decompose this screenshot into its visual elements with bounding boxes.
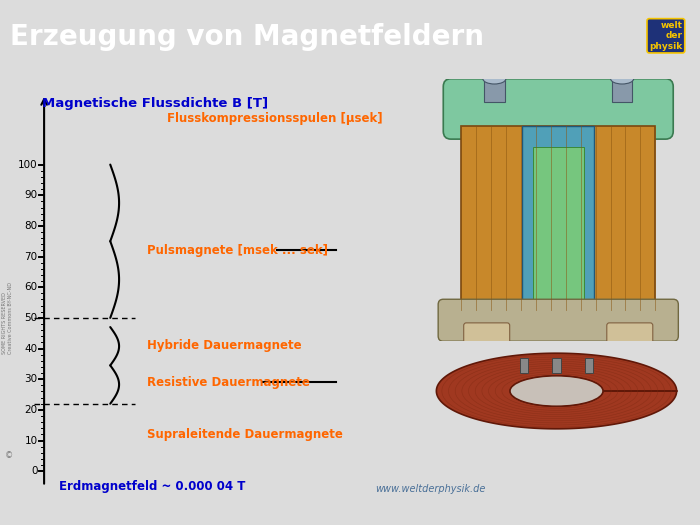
Text: 80: 80 (25, 221, 38, 231)
Text: 0: 0 (32, 466, 38, 476)
Bar (519, 358, 528, 373)
Text: 70: 70 (25, 251, 38, 261)
Bar (585, 358, 594, 373)
Text: Resistive Dauermagnete: Resistive Dauermagnete (147, 376, 310, 388)
Text: 50: 50 (25, 313, 38, 323)
Text: SOME RIGHTS RESERVED
Creative Commons BY-NC-ND: SOME RIGHTS RESERVED Creative Commons BY… (2, 282, 13, 354)
Text: 20: 20 (25, 405, 38, 415)
Text: 40: 40 (25, 343, 38, 353)
Text: 30: 30 (25, 374, 38, 384)
Text: 10: 10 (25, 436, 38, 446)
Ellipse shape (483, 74, 506, 84)
Ellipse shape (510, 376, 603, 406)
Text: welt
der
physik: welt der physik (650, 21, 682, 51)
Text: ©: © (5, 452, 13, 460)
Text: 100: 100 (18, 160, 38, 170)
FancyBboxPatch shape (463, 323, 510, 344)
Text: 60: 60 (25, 282, 38, 292)
Bar (612, 79, 632, 102)
Text: Magnetische Flussdichte B [T]: Magnetische Flussdichte B [T] (41, 97, 268, 110)
Text: Erdmagnetfeld ~ 0.000 04 T: Erdmagnetfeld ~ 0.000 04 T (59, 480, 245, 493)
FancyBboxPatch shape (443, 79, 673, 139)
Text: www.weltderphysik.de: www.weltderphysik.de (374, 484, 485, 494)
Ellipse shape (610, 74, 634, 84)
Ellipse shape (442, 393, 671, 402)
Bar (533, 147, 584, 310)
Text: 90: 90 (25, 190, 38, 200)
Polygon shape (436, 353, 677, 429)
Text: Pulsmagnete [msek ... sek]: Pulsmagnete [msek ... sek] (147, 244, 328, 257)
Bar (552, 358, 561, 373)
Text: Erzeugung von Magnetfeldern: Erzeugung von Magnetfeldern (10, 23, 484, 51)
Text: Flusskompressionsspulen [μsek]: Flusskompressionsspulen [μsek] (167, 112, 382, 125)
Text: Supraleitende Dauermagnete: Supraleitende Dauermagnete (147, 428, 343, 441)
FancyBboxPatch shape (607, 323, 653, 344)
Text: Hybride Dauermagnete: Hybride Dauermagnete (147, 339, 302, 352)
Bar (522, 126, 594, 320)
Bar (484, 79, 505, 102)
Bar (461, 126, 655, 310)
FancyBboxPatch shape (438, 299, 678, 341)
